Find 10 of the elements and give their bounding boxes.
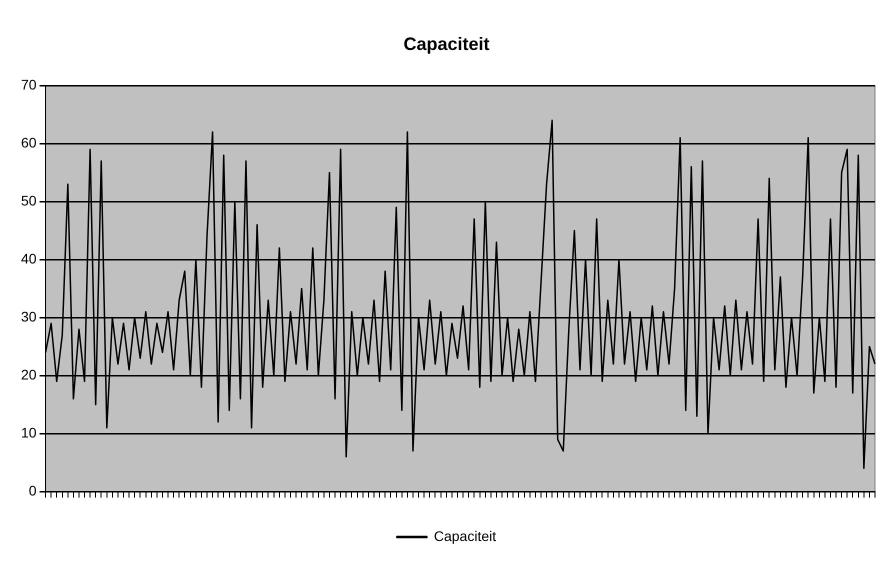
y-tick-label: 70 [20, 76, 37, 92]
y-tick-label: 40 [20, 250, 37, 266]
y-tick-label: 10 [20, 424, 37, 440]
chart-title: Capaciteit [403, 34, 490, 54]
y-tick-label: 20 [20, 366, 37, 382]
y-tick-label: 0 [28, 482, 37, 498]
y-tick-label: 30 [20, 308, 37, 324]
y-tick-label: 50 [20, 192, 37, 208]
legend-label: Capaciteit [434, 528, 496, 544]
y-tick-label: 60 [20, 134, 37, 150]
